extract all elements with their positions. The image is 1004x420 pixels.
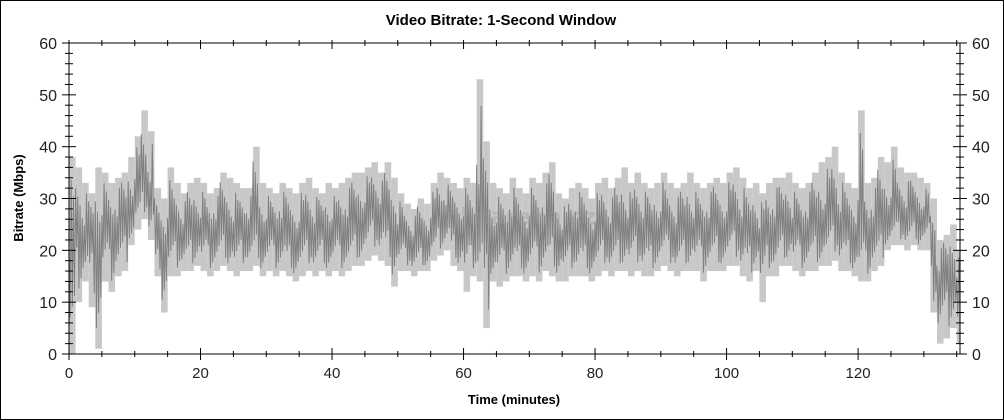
envelope-bar (884, 162, 891, 251)
envelope-bar (831, 146, 839, 261)
envelope-bar (371, 162, 379, 256)
envelope-bar (950, 224, 957, 329)
x-tick-label: 120 (846, 365, 871, 382)
envelope-bar (161, 198, 168, 313)
envelope-bar (424, 203, 431, 272)
envelope-bar (338, 182, 346, 277)
envelope-bar (174, 182, 181, 277)
y-tick-label: 50 (39, 88, 57, 105)
y-tick-label: 60 (39, 36, 57, 53)
envelope-bar (305, 177, 313, 272)
x-tick-label: 20 (192, 365, 209, 382)
envelope-bar (752, 182, 760, 272)
envelope-bar (621, 167, 628, 272)
envelope-bar (654, 182, 661, 272)
y-tick-label: 10 (39, 295, 57, 312)
envelope-bar (687, 172, 694, 272)
y-tick-label: 30 (39, 192, 57, 209)
envelope-bar (75, 167, 83, 303)
envelope-bar (700, 188, 707, 282)
envelope-bar (272, 193, 280, 277)
x-axis-label: Time (minutes) (468, 392, 560, 407)
envelope-bar (785, 172, 793, 266)
x-tick-label: 100 (714, 365, 739, 382)
envelope-bar (588, 198, 596, 282)
watermark-text: filmarena.cz (444, 205, 596, 230)
envelope-bar (601, 177, 609, 272)
envelope-bar (239, 188, 247, 272)
envelope-bar (719, 182, 727, 272)
y-tick-label-right: 0 (972, 347, 981, 364)
envelope-bar (456, 188, 464, 272)
envelope-bar (141, 110, 148, 220)
x-tick-label: 80 (587, 365, 604, 382)
y-tick-label-right: 40 (972, 140, 990, 157)
envelope-bar (489, 182, 497, 282)
envelope-bar (358, 172, 365, 266)
y-tick-label-right: 50 (972, 88, 990, 105)
envelope-bar (391, 177, 398, 287)
x-tick-label: 40 (324, 365, 341, 382)
envelope-bar (568, 188, 576, 277)
envelope-bar (128, 157, 135, 246)
x-tick-label: 60 (455, 365, 472, 382)
y-tick-label: 0 (48, 347, 57, 364)
envelope-bar (667, 182, 674, 272)
envelope-bar (108, 182, 116, 292)
envelope-bar (897, 167, 905, 246)
envelope-bar (259, 182, 267, 277)
y-axis-label: Bitrate (Mbps) (11, 154, 26, 241)
envelope-bar (818, 162, 826, 266)
envelope-bar (437, 172, 444, 256)
envelope-bar (95, 167, 102, 349)
envelope-bar (476, 79, 484, 282)
envelope-bar (207, 193, 214, 277)
envelope-bar (851, 188, 859, 277)
envelope-bar (470, 182, 477, 277)
y-tick-label-right: 60 (972, 36, 990, 53)
chart-title: Video Bitrate: 1-Second Window (386, 12, 617, 29)
envelope-bar (798, 188, 806, 277)
y-tick-label-right: 20 (972, 243, 990, 260)
envelope-bar (292, 193, 300, 282)
plot-area (68, 79, 961, 354)
envelope-bar (193, 177, 201, 266)
envelope-bar (522, 193, 530, 282)
watermark: filmarena.cz (444, 205, 596, 230)
series-line (68, 105, 961, 329)
y-tick-label-right: 30 (972, 192, 990, 209)
envelope-bar (404, 203, 411, 272)
envelope-bar (345, 177, 352, 272)
envelope-bar (733, 167, 740, 266)
envelope-bar (535, 182, 543, 282)
envelope-bar (147, 131, 155, 240)
envelope-bar (634, 172, 642, 272)
envelope-bar (226, 177, 234, 272)
envelope-bar (502, 193, 510, 282)
y-tick-label: 40 (39, 140, 57, 157)
envelope-bar (253, 146, 260, 266)
envelope-bar (890, 146, 898, 246)
envelope-bar (555, 193, 563, 282)
envelope-bar (325, 182, 333, 277)
envelope-bar (917, 177, 924, 251)
y-tick-label-right: 10 (972, 295, 990, 312)
x-tick-label: 0 (65, 365, 73, 382)
envelope-bar (864, 182, 872, 282)
envelope-bar (766, 182, 773, 277)
y-tick-label: 20 (39, 243, 57, 260)
envelope-bar (930, 198, 937, 313)
